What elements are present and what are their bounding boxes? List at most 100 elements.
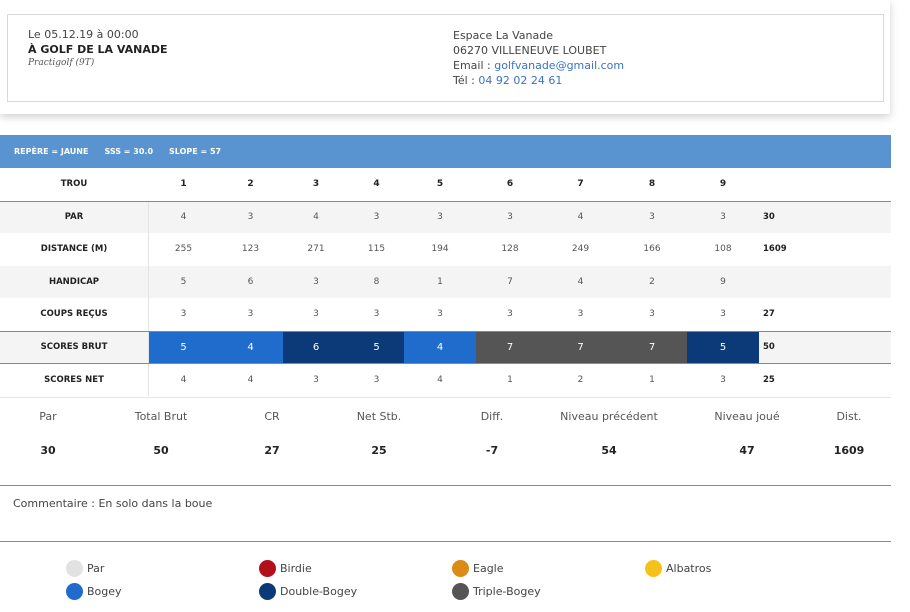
- email-link[interactable]: golfvanade@gmail.com: [494, 59, 625, 72]
- table-cell: 3: [507, 309, 513, 320]
- table-cell: 3: [247, 309, 254, 320]
- row-total: 1609: [763, 244, 787, 255]
- legend-swatch-icon: [259, 560, 276, 577]
- table-cell: 6: [247, 276, 254, 287]
- scorecard-table: TROU 1 2 3 4 5 6 7 8 9 PAR 4 3 4 3 3 3 4 3 3 30 DISTANCE (M) 2…: [0, 168, 891, 396]
- table-cell: 166: [643, 244, 661, 255]
- summary-label: Total Brut: [134, 410, 188, 423]
- table-cell: 4: [247, 374, 254, 385]
- column-divider: [148, 265, 149, 298]
- table-cell: 3: [313, 276, 319, 287]
- table-cell: 194: [431, 244, 449, 255]
- summary-value: 1609: [833, 444, 865, 457]
- legend-swatch-icon: [66, 583, 83, 600]
- table-cell: 249: [571, 244, 590, 255]
- table-cell: 3: [313, 374, 319, 385]
- column-divider: [148, 331, 149, 363]
- legend-label: Albatros: [666, 562, 712, 575]
- club-phone-line: Tél : 04 92 02 24 61: [453, 73, 624, 88]
- legend-item: Eagle: [452, 560, 504, 577]
- summary-value: -7: [485, 444, 499, 457]
- table-cell: 9: [720, 276, 726, 287]
- score-cell: 4: [218, 331, 283, 363]
- row-label: SCORES NET: [44, 374, 104, 385]
- table-cell: 123: [241, 244, 260, 255]
- table-row: SCORES BRUT 5 4 6 5 4 7 7 7 5 50: [0, 330, 891, 363]
- score-cell: 5: [687, 331, 759, 363]
- legend-label: Triple-Bogey: [473, 585, 541, 598]
- table-cell: 4: [180, 374, 187, 385]
- table-cell: 3: [437, 212, 443, 223]
- table-cell: 2: [577, 374, 584, 385]
- table-row: COUPS REÇUS 3 3 3 3 3 3 3 3 3 27: [0, 298, 891, 331]
- summary-label: CR: [264, 410, 280, 423]
- table-cell: 1: [649, 374, 655, 385]
- legend-swatch-icon: [645, 560, 662, 577]
- hole-number: 8: [648, 179, 656, 190]
- event-date: Le 05.12.19 à 00:00: [28, 28, 139, 41]
- club-email-line: Email : golfvanade@gmail.com: [453, 58, 624, 73]
- summary-value: 54: [601, 444, 617, 457]
- sss-label: SSS = 30.0: [104, 147, 154, 156]
- table-cell: 4: [180, 212, 187, 223]
- row-total: 30: [763, 212, 775, 223]
- legend-label: Double-Bogey: [280, 585, 358, 598]
- table-row: SCORES NET 4 4 3 3 4 1 2 1 3 25: [0, 363, 891, 396]
- table-cell: 3: [180, 309, 187, 320]
- summary-value: 47: [739, 444, 755, 457]
- row-label: HANDICAP: [48, 276, 100, 287]
- club-city: 06270 VILLENEUVE LOUBET: [453, 44, 607, 57]
- summary-value: 25: [371, 444, 387, 457]
- course-info-bar: REPÈRE = JAUNE SSS = 30.0 SLOPE = 57: [0, 135, 891, 168]
- hole-number: 5: [436, 179, 444, 190]
- legend-label: Par: [87, 562, 105, 575]
- table-cell: 3: [507, 212, 513, 223]
- summary-value: 30: [40, 444, 56, 457]
- summary-label: Net Stb.: [356, 410, 402, 423]
- hole-number: 1: [180, 179, 187, 190]
- club-address: Espace La Vanade 06270 VILLENEUVE LOUBET…: [453, 28, 624, 88]
- row-label: SCORES BRUT: [40, 342, 108, 353]
- table-cell: 3: [437, 309, 443, 320]
- row-total: 27: [763, 309, 775, 320]
- header-label: TROU: [60, 179, 88, 190]
- row-total: [759, 266, 819, 299]
- summary-label: Niveau joué: [714, 410, 780, 423]
- table-cell: 3: [247, 212, 254, 223]
- legend-item: Albatros: [645, 560, 711, 577]
- legend-item: Double-Bogey: [259, 583, 357, 600]
- event-title: À GOLF DE LA VANADE: [28, 43, 168, 56]
- table-cell: 8: [373, 276, 380, 287]
- score-cell: 7: [476, 331, 544, 363]
- row-label: PAR: [64, 212, 84, 223]
- legend-swatch-icon: [452, 560, 469, 577]
- table-row: DISTANCE (M) 255 123 271 115 194 128 249 166 108 1…: [0, 233, 891, 266]
- legend-item: Bogey: [66, 583, 122, 600]
- phone-link[interactable]: 04 92 02 24 61: [478, 74, 563, 87]
- hole-number: 9: [719, 179, 727, 190]
- table-header-row: TROU 1 2 3 4 5 6 7 8 9: [0, 168, 891, 201]
- legend-label: Eagle: [473, 562, 504, 575]
- table-cell: 4: [577, 276, 584, 287]
- score-cell: 6: [283, 331, 349, 363]
- legend-swatch-icon: [66, 560, 83, 577]
- table-cell: 3: [720, 309, 726, 320]
- table-cell: 2: [649, 276, 655, 287]
- score-cell: 7: [544, 331, 617, 363]
- hole-number: 4: [373, 179, 380, 190]
- legend-label: Bogey: [87, 585, 122, 598]
- legend-item: Par: [66, 560, 104, 577]
- table-cell: 3: [720, 374, 726, 385]
- table-cell: 3: [373, 309, 380, 320]
- table-cell: 128: [501, 244, 519, 255]
- club-name: Espace La Vanade: [453, 29, 553, 42]
- hole-number: 2: [247, 179, 254, 190]
- table-cell: 3: [720, 212, 726, 223]
- table-cell: 4: [437, 374, 443, 385]
- slope-label: SLOPE = 57: [169, 147, 222, 156]
- table-cell: 4: [577, 212, 584, 223]
- table-cell: 255: [174, 244, 193, 255]
- legend-label: Birdie: [280, 562, 312, 575]
- event-subtitle: Practigolf (9T): [28, 58, 95, 68]
- legend-swatch-icon: [452, 583, 469, 600]
